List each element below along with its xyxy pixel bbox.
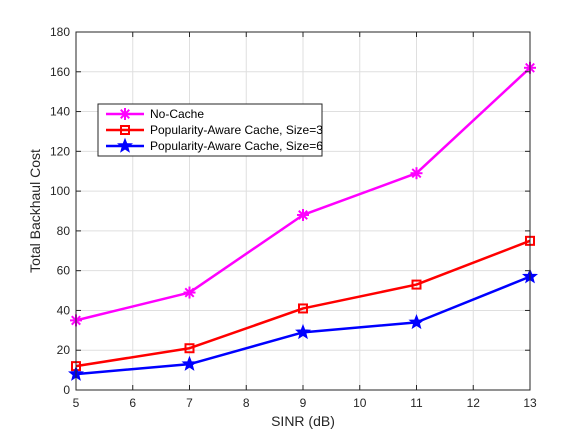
y-tick-label: 180: [50, 25, 70, 39]
y-tick-label: 40: [57, 303, 71, 317]
data-point: [411, 279, 422, 290]
legend-item: No-Cache: [106, 107, 204, 121]
y-tick-label: 160: [50, 65, 70, 79]
data-point: [183, 286, 196, 299]
data-point: [298, 303, 308, 314]
x-tick-label: 7: [186, 396, 193, 410]
series-line: [75, 239, 531, 368]
axis-ticks: 5 6 7 8 9 10 11 12 13 0 20 40 60 80 100 120 140 160 180: [50, 25, 537, 410]
legend-label: Popularity-Aware Cache, Size=6: [150, 139, 323, 153]
x-tick-label: 6: [129, 396, 136, 410]
y-tick-label: 20: [57, 343, 71, 357]
legend-label: Popularity-Aware Cache, Size=3: [150, 123, 323, 137]
data-point: [184, 343, 195, 354]
legend-item: Popularity-Aware Cache, Size=6: [106, 137, 323, 153]
y-tick-label: 0: [63, 383, 70, 397]
y-tick-label: 100: [50, 184, 70, 198]
x-tick-label: 12: [467, 396, 481, 410]
y-tick-label: 140: [50, 105, 70, 119]
legend: No-Cache Popularity-Aware Cache, Size=3 Po…: [97, 103, 323, 157]
y-tick-label: 60: [57, 264, 71, 278]
x-tick-label: 8: [243, 396, 250, 410]
y-axis-label: Total Backhaul Cost: [27, 149, 43, 273]
x-tick-label: 11: [410, 396, 423, 410]
y-tick-label: 120: [50, 144, 70, 158]
data-point: [295, 323, 311, 340]
legend-item: Popularity-Aware Cache, Size=3: [106, 123, 323, 137]
legend-marker: [120, 125, 130, 135]
legend-label: No-Cache: [150, 107, 204, 121]
data-point: [181, 355, 198, 371]
x-axis-label: SINR (dB): [271, 413, 335, 429]
data-point: [297, 208, 309, 221]
y-tick-label: 80: [57, 224, 71, 238]
x-tick-label: 10: [353, 396, 367, 410]
legend-marker: [119, 108, 131, 120]
x-tick-label: 5: [73, 396, 80, 410]
data-point: [408, 313, 425, 330]
x-tick-label: 9: [300, 396, 307, 410]
legend-marker: [117, 137, 133, 153]
x-tick-label: 13: [523, 396, 537, 410]
data-point: [410, 167, 423, 180]
